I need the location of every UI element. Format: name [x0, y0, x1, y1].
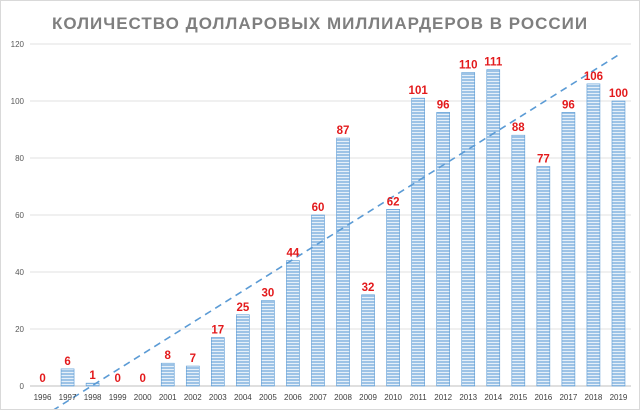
data-label: 111	[484, 57, 503, 69]
x-tick-label: 1998	[84, 393, 102, 402]
bar	[211, 337, 225, 387]
data-label: 62	[387, 196, 400, 208]
y-tick-label: 120	[11, 40, 25, 49]
x-tick-label: 2007	[309, 393, 327, 402]
data-label: 110	[459, 60, 478, 72]
bar	[185, 365, 200, 387]
data-label: 17	[211, 325, 224, 337]
bar	[336, 137, 350, 387]
bar	[85, 382, 100, 387]
x-tick-label: 2019	[610, 393, 628, 402]
x-tick-label: 2012	[434, 393, 452, 402]
x-tick-label: 2000	[134, 393, 152, 402]
data-label: 0	[114, 373, 120, 385]
data-label: 106	[584, 71, 603, 83]
data-label: 87	[337, 125, 350, 137]
data-label: 60	[312, 202, 325, 214]
x-tick-label: 2018	[585, 393, 603, 402]
x-tick-label: 2009	[359, 393, 377, 402]
bar	[160, 362, 175, 387]
y-tick-label: 80	[15, 154, 24, 163]
bar	[511, 134, 526, 387]
bars	[60, 69, 626, 387]
x-tick-label: 2008	[334, 393, 352, 402]
data-label: 1	[89, 370, 96, 382]
x-tick-label: 2011	[410, 393, 428, 402]
bar	[261, 300, 275, 387]
x-tick-label: 2006	[284, 393, 302, 402]
x-tick-label: 2015	[509, 393, 527, 402]
bar	[461, 72, 476, 387]
chart-title: КОЛИЧЕСТВО ДОЛЛАРОВЫХ МИЛЛИАРДЕРОВ В РОС…	[52, 14, 588, 33]
data-label: 101	[409, 85, 429, 97]
y-tick-label: 0	[20, 382, 25, 391]
x-tick-label: 1996	[34, 393, 52, 402]
bar	[386, 209, 400, 387]
x-tick-label: 2014	[484, 393, 502, 402]
x-tick-label: 2003	[209, 393, 227, 402]
x-tick-label: 2013	[459, 393, 477, 402]
bar	[611, 100, 626, 387]
x-tick-label: 2002	[184, 393, 202, 402]
data-label: 44	[287, 248, 300, 260]
y-axis-ticks: 0 20 40 60 80 100 120	[11, 40, 25, 391]
y-tick-label: 60	[15, 211, 24, 220]
data-label: 7	[190, 353, 196, 365]
x-axis-ticks: 1996 1997 1998 1999 2000 2001 2002 2003 2004 2005…	[34, 393, 628, 402]
data-label: 77	[537, 154, 550, 166]
data-label: 88	[512, 122, 525, 134]
bar	[486, 69, 501, 387]
x-tick-label: 1999	[109, 393, 127, 402]
data-label: 0	[39, 373, 45, 385]
bar	[586, 83, 601, 387]
data-label: 0	[139, 373, 145, 385]
data-label: 8	[165, 350, 172, 362]
trend-line	[53, 54, 619, 409]
data-label: 30	[261, 288, 274, 300]
data-label: 25	[236, 302, 249, 314]
bar	[436, 112, 450, 387]
y-tick-label: 40	[15, 268, 24, 277]
bar	[361, 294, 375, 387]
bar	[286, 260, 300, 387]
bar	[311, 214, 325, 387]
data-label: 96	[562, 99, 575, 111]
gridlines	[30, 43, 631, 387]
bar	[411, 97, 425, 387]
x-tick-label: 2001	[159, 393, 177, 402]
x-tick-label: 2005	[259, 393, 277, 402]
bar	[60, 368, 75, 387]
bar	[536, 166, 551, 387]
bar	[561, 112, 576, 387]
bar	[236, 314, 250, 387]
x-tick-label: 1997	[59, 393, 77, 402]
y-tick-label: 100	[11, 97, 25, 106]
x-tick-label: 2010	[384, 393, 402, 402]
data-label: 32	[362, 282, 375, 294]
x-tick-label: 2016	[534, 393, 552, 402]
x-tick-label: 2004	[234, 393, 252, 402]
data-label: 6	[64, 356, 70, 368]
y-tick-label: 20	[15, 325, 24, 334]
x-tick-label: 2017	[559, 393, 577, 402]
data-label: 96	[437, 99, 450, 111]
data-label: 100	[609, 88, 628, 100]
